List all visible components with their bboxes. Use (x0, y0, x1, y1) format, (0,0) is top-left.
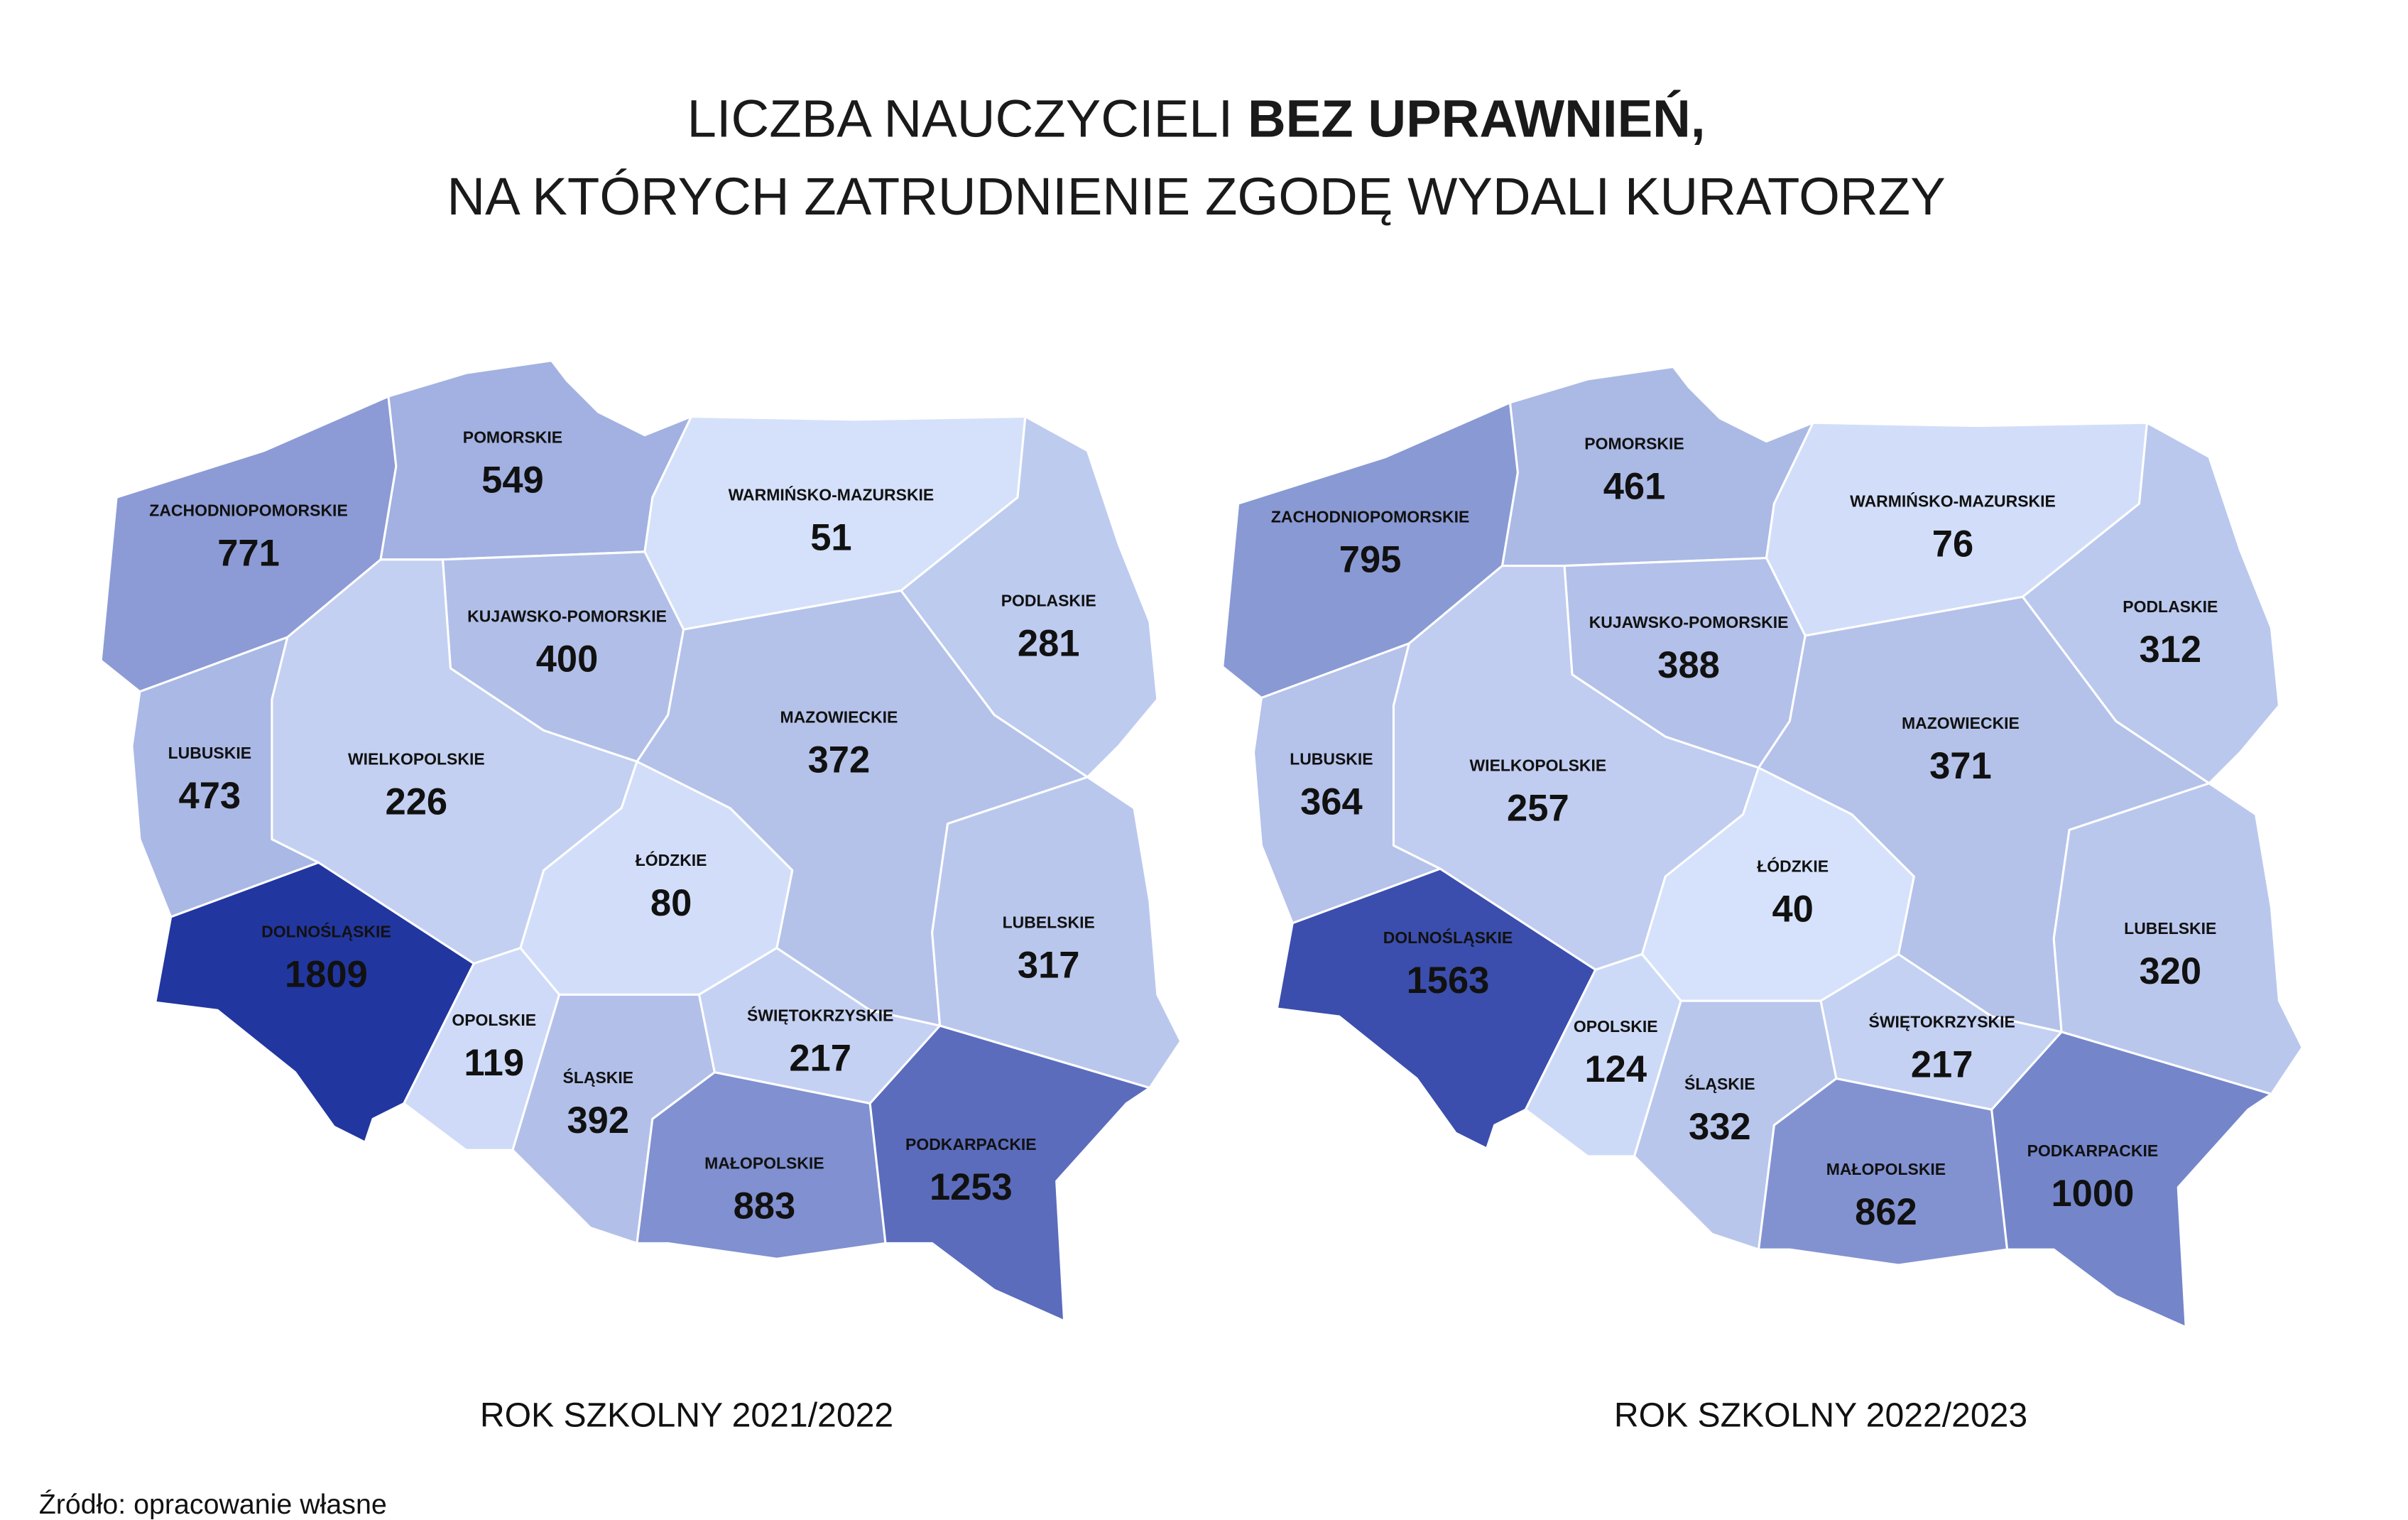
region-value: 372 (808, 739, 871, 781)
region-name: MAŁOPOLSKIE (1826, 1160, 1946, 1178)
region-name: LUBUSKIE (1290, 750, 1373, 769)
region-value: 461 (1603, 465, 1666, 507)
region-value: 217 (789, 1038, 851, 1080)
region-name: MAZOWIECKIE (780, 707, 898, 726)
region-value: 119 (464, 1042, 524, 1084)
title-line-2: NA KTÓRYCH ZATRUDNIENIE ZGODĘ WYDALI KUR… (447, 167, 1945, 226)
region (900, 415, 1159, 778)
region (2021, 421, 2280, 785)
region-name: OPOLSKIE (452, 1011, 536, 1029)
map-caption: ROK SZKOLNY 2021/2022 (480, 1396, 893, 1435)
region-value: 795 (1339, 538, 1402, 580)
region-value: 317 (1018, 944, 1080, 986)
region-name: ŁÓDZKIE (636, 851, 707, 869)
region-value: 549 (481, 460, 544, 501)
region-value: 332 (1689, 1106, 1751, 1148)
region-value: 257 (1507, 787, 1569, 829)
region-name: PODLASKIE (2123, 597, 2218, 616)
map (99, 359, 1182, 1323)
region-value: 312 (2139, 629, 2201, 671)
region-name: LUBUSKIE (168, 744, 251, 762)
region-name: WARMIŃSKO-MAZURSKIE (1850, 492, 2056, 510)
region-name: KUJAWSKO-POMORSKIE (467, 607, 667, 625)
map (1221, 365, 2304, 1329)
region-name: OPOLSKIE (1574, 1017, 1658, 1036)
region-value: 80 (650, 882, 692, 924)
region (2052, 782, 2304, 1095)
region-value: 281 (1018, 622, 1080, 664)
region-value: 226 (386, 781, 448, 823)
region-name: PODKARPACKIE (905, 1135, 1037, 1153)
region-name: ZACHODNIOPOMORSKIE (149, 501, 347, 520)
title-light: LICZBA NAUCZYCIELI (687, 89, 1233, 148)
region-name: LUBELSKIE (2124, 919, 2216, 938)
region (154, 861, 475, 1144)
region-value: 392 (567, 1100, 629, 1141)
region-value: 862 (1855, 1191, 1917, 1233)
region-name: ZACHODNIOPOMORSKIE (1271, 507, 1469, 526)
region-value: 217 (1911, 1043, 1973, 1085)
region-value: 76 (1932, 523, 1973, 565)
region-value: 1000 (2051, 1173, 2134, 1215)
region-value: 473 (179, 775, 241, 817)
region-name: DOLNOŚLĄSKIE (1383, 928, 1513, 947)
region-value: 1253 (930, 1166, 1013, 1208)
map-caption: ROK SZKOLNY 2022/2023 (1614, 1396, 2027, 1435)
region-name: WIELKOPOLSKIE (1470, 756, 1607, 774)
region-value: 771 (217, 533, 280, 575)
source: Źródło: opracowanie własne (39, 1489, 387, 1520)
region-name: PODKARPACKIE (2027, 1141, 2159, 1160)
region-name: PODLASKIE (1001, 591, 1096, 609)
title-bold: BEZ UPRAWNIEŃ, (1248, 89, 1706, 148)
region-value: 883 (734, 1185, 796, 1227)
title-line-1: LICZBA NAUCZYCIELI BEZ UPRAWNIEŃ, (687, 89, 1706, 148)
region-value: 124 (1584, 1048, 1647, 1090)
region-name: ŚWIĘTOKRZYSKIE (1869, 1012, 2015, 1031)
map-labels: ZACHODNIOPOMORSKIE 795 POMORSKIE 461 WARMIŃS… (1271, 434, 2218, 1233)
region-value: 40 (1772, 889, 1813, 930)
region-name: LUBELSKIE (1003, 913, 1095, 931)
region (931, 776, 1182, 1090)
region-name: ŚLĄSKIE (1684, 1075, 1755, 1093)
region-name: WIELKOPOLSKIE (348, 750, 485, 769)
region-name: DOLNOŚLĄSKIE (261, 922, 391, 940)
region (868, 1024, 1151, 1323)
region-name: MAZOWIECKIE (1902, 714, 2020, 732)
region-name: WARMIŃSKO-MAZURSKIE (729, 486, 935, 504)
region-name: ŚWIĘTOKRZYSKIE (747, 1006, 893, 1025)
region-value: 364 (1300, 781, 1363, 823)
region-value: 51 (810, 517, 851, 559)
region-value: 388 (1657, 644, 1720, 686)
region-name: POMORSKIE (463, 428, 562, 447)
region-value: 320 (2139, 950, 2201, 992)
region-value: 1563 (1407, 960, 1490, 1001)
map-labels: ZACHODNIOPOMORSKIE 771 POMORSKIE 549 WARMIŃS… (149, 428, 1096, 1227)
region-name: KUJAWSKO-POMORSKIE (1589, 613, 1789, 631)
region-name: MAŁOPOLSKIE (704, 1153, 824, 1172)
region-value: 1809 (285, 953, 368, 995)
region-value: 400 (536, 638, 599, 680)
region-name: ŁÓDZKIE (1757, 857, 1829, 876)
region-name: POMORSKIE (1584, 434, 1684, 452)
region (1275, 867, 1597, 1150)
region-name: ŚLĄSKIE (563, 1068, 634, 1087)
region (1990, 1031, 2273, 1329)
region-value: 371 (1929, 745, 1992, 787)
